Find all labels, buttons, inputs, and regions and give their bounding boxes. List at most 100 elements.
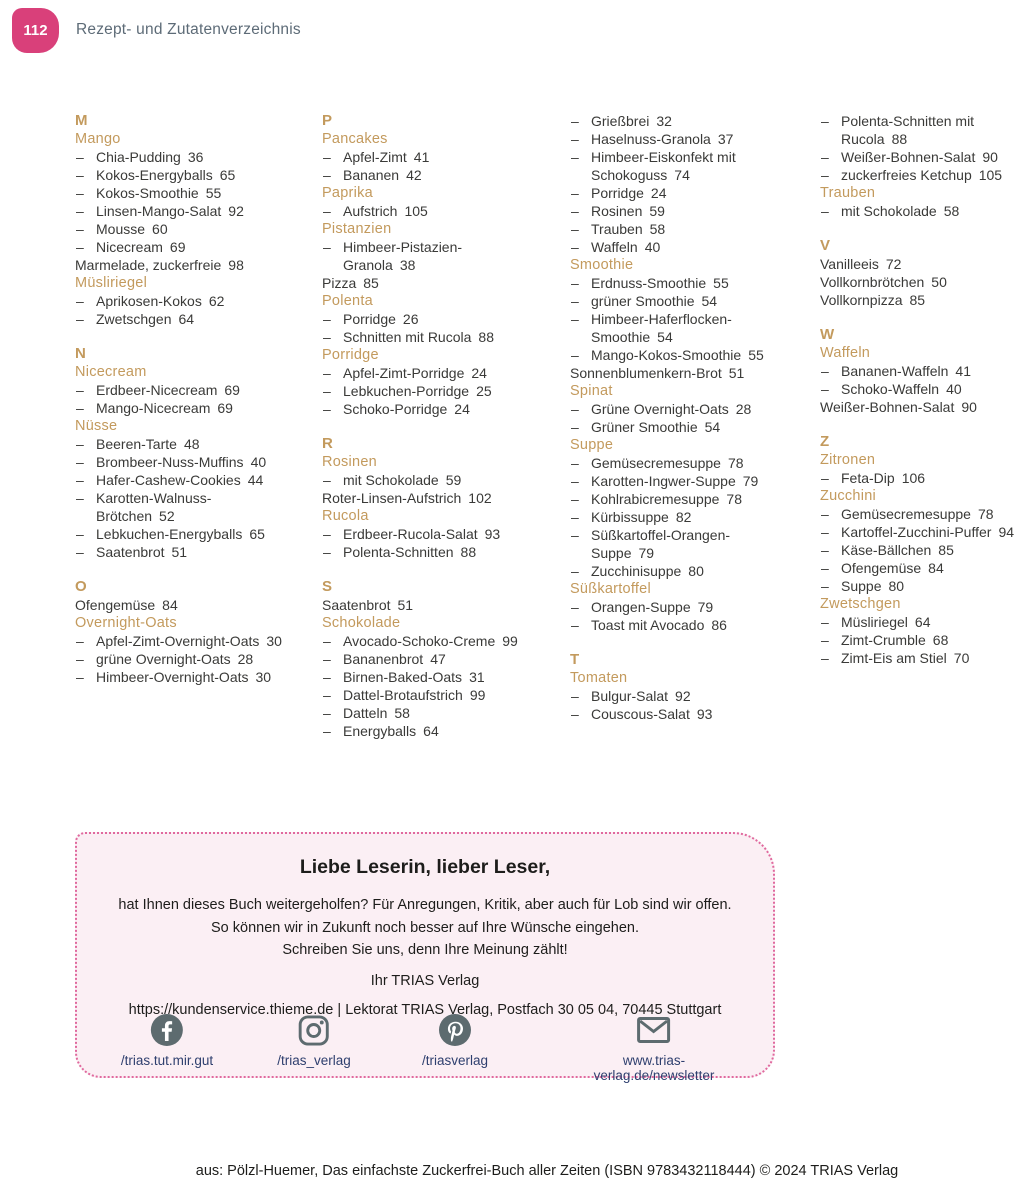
entry-dash: – bbox=[323, 472, 331, 488]
entry-text: Couscous-Salat bbox=[591, 706, 690, 722]
entry-dash: – bbox=[571, 419, 579, 435]
entry-text: Himbeer-Haferflocken- Smoothie bbox=[591, 311, 732, 345]
index-entry: – Karotten-Walnuss- Brötchen 52 bbox=[75, 489, 322, 525]
index-heading: Pancakes bbox=[322, 130, 570, 148]
entry-dash: – bbox=[571, 491, 579, 507]
index-entry: Sonnenblumenkern-Brot 51 bbox=[570, 364, 820, 382]
social-label[interactable]: www.trias-verlag.de/newsletter bbox=[593, 1053, 715, 1083]
page-ref: 85 bbox=[938, 542, 954, 558]
index-entry: – Gemüsecremesuppe 78 bbox=[570, 454, 820, 472]
page-ref: 78 bbox=[977, 506, 994, 522]
index-entry: – Kohlrabicremesuppe 78 bbox=[570, 490, 820, 508]
entry-text: Zucchini bbox=[820, 488, 876, 504]
social-link[interactable]: www.trias-verlag.de/newsletter bbox=[593, 1010, 715, 1083]
page-ref: 40 bbox=[946, 381, 962, 397]
index-heading: Schokolade bbox=[322, 614, 570, 632]
index-entry: – grüner Smoothie 54 bbox=[570, 292, 820, 310]
entry-dash: – bbox=[821, 506, 829, 522]
index-heading: Zwetschgen bbox=[820, 595, 1014, 613]
page-ref: 64 bbox=[178, 311, 195, 327]
entry-text: Haselnuss-Granola bbox=[591, 131, 711, 147]
page-ref: 24 bbox=[471, 365, 487, 381]
index-entry: – Erdnuss-Smoothie 55 bbox=[570, 274, 820, 292]
index-entry: – Suppe 80 bbox=[820, 577, 1014, 595]
page-ref: 65 bbox=[249, 526, 265, 542]
entry-dash: – bbox=[323, 651, 331, 667]
social-label[interactable]: /trias.tut.mir.gut bbox=[120, 1053, 214, 1068]
entry-text: grüne Overnight-Oats bbox=[96, 651, 231, 667]
index-heading: Overnight-Oats bbox=[75, 614, 322, 632]
entry-dash: – bbox=[76, 544, 84, 560]
entry-dash: – bbox=[76, 239, 84, 255]
entry-dash: – bbox=[571, 275, 579, 291]
entry-dash: – bbox=[571, 688, 579, 704]
index-entry: – Aufstrich 105 bbox=[322, 202, 570, 220]
page-ref: 99 bbox=[469, 687, 486, 703]
page-ref: 42 bbox=[406, 167, 422, 183]
index-entry: – Waffeln 40 bbox=[570, 238, 820, 256]
page-ref: 79 bbox=[697, 599, 714, 615]
index-heading: Waffeln bbox=[820, 344, 1014, 362]
page-ref: 64 bbox=[423, 723, 439, 739]
entry-text: Nicecream bbox=[96, 239, 163, 255]
entry-dash: – bbox=[571, 113, 579, 129]
social-link[interactable]: /trias.tut.mir.gut bbox=[121, 1010, 213, 1068]
index-heading: Tomaten bbox=[570, 669, 820, 687]
entry-dash: – bbox=[76, 669, 84, 685]
social-label[interactable]: /triasverlag bbox=[421, 1053, 489, 1068]
index-entry: Vanilleeis 72 bbox=[820, 255, 1014, 273]
page-ref: 41 bbox=[413, 149, 430, 165]
index-entry: – Brombeer-Nuss-Muffins 40 bbox=[75, 453, 322, 471]
index-entry: Marmelade, zuckerfreie 98 bbox=[75, 256, 322, 274]
index-entry: – Kokos-Energyballs 65 bbox=[75, 166, 322, 184]
index-column: M Mango – Chia-Pudding 36– Kokos-Energyballs 6… bbox=[75, 112, 322, 740]
page-ref: 58 bbox=[649, 221, 666, 237]
index-entry: – Schnitten mit Rucola 88 bbox=[322, 328, 570, 346]
entry-text: Pistanzien bbox=[322, 221, 392, 237]
index-letter: S bbox=[322, 578, 570, 596]
entry-text: Saatenbrot bbox=[322, 597, 391, 613]
index-heading: Smoothie bbox=[570, 256, 820, 274]
entry-text: Schoko-Porridge bbox=[343, 401, 448, 417]
entry-text: Mango bbox=[75, 131, 121, 147]
entry-text: Polenta bbox=[322, 293, 373, 309]
page-ref: 40 bbox=[250, 454, 267, 470]
index-entry: – Datteln 58 bbox=[322, 704, 570, 722]
index-heading: Mango bbox=[75, 130, 322, 148]
entry-text: Porridge bbox=[591, 185, 644, 201]
page-ref: 88 bbox=[891, 131, 908, 147]
entry-dash: – bbox=[76, 472, 84, 488]
entry-text: Kokos-Energyballs bbox=[96, 167, 213, 183]
entry-text: Schoko-Waffeln bbox=[841, 381, 940, 397]
index-entry: – Birnen-Baked-Oats 31 bbox=[322, 668, 570, 686]
entry-dash: – bbox=[571, 239, 579, 255]
index-entry: – Mango-Nicecream 69 bbox=[75, 399, 322, 417]
page-ref: 58 bbox=[943, 203, 960, 219]
entry-dash: – bbox=[821, 542, 829, 558]
entry-dash: – bbox=[323, 383, 331, 399]
entry-text: Kürbissuppe bbox=[591, 509, 669, 525]
entry-text: Süßkartoffel bbox=[570, 581, 651, 597]
entry-dash: – bbox=[323, 329, 331, 345]
entry-text: Chia-Pudding bbox=[96, 149, 181, 165]
entry-dash: – bbox=[571, 455, 579, 471]
entry-text: Vollkornpizza bbox=[820, 292, 903, 308]
index-entry: – Erdbeer-Nicecream 69 bbox=[75, 381, 322, 399]
social-label[interactable]: /trias_verlag bbox=[277, 1053, 351, 1068]
page-ref: 60 bbox=[152, 221, 168, 237]
entry-dash: – bbox=[571, 401, 579, 417]
feedback-title: Liebe Leserin, lieber Leser, bbox=[299, 856, 551, 878]
page-title: Rezept- und Zutatenverzeichnis bbox=[76, 21, 301, 38]
social-link[interactable]: /triasverlag bbox=[422, 1010, 488, 1068]
entry-text: Birnen-Baked-Oats bbox=[343, 669, 463, 685]
page-ref: 80 bbox=[688, 563, 704, 579]
index-entry: – Himbeer-Eiskonfekt mit Schokoguss 74 bbox=[570, 148, 820, 184]
entry-dash: – bbox=[76, 633, 84, 649]
social-link[interactable]: /trias_verlag bbox=[277, 1010, 351, 1068]
entry-text: Karotten-Ingwer-Suppe bbox=[591, 473, 736, 489]
entry-text: Mango-Kokos-Smoothie bbox=[591, 347, 742, 363]
page-ref: 79 bbox=[742, 473, 759, 489]
entry-text: zuckerfreies Ketchup bbox=[841, 167, 972, 183]
entry-dash: – bbox=[571, 617, 579, 633]
feedback-body-line: So können wir in Zukunft noch besser auf… bbox=[210, 919, 639, 936]
